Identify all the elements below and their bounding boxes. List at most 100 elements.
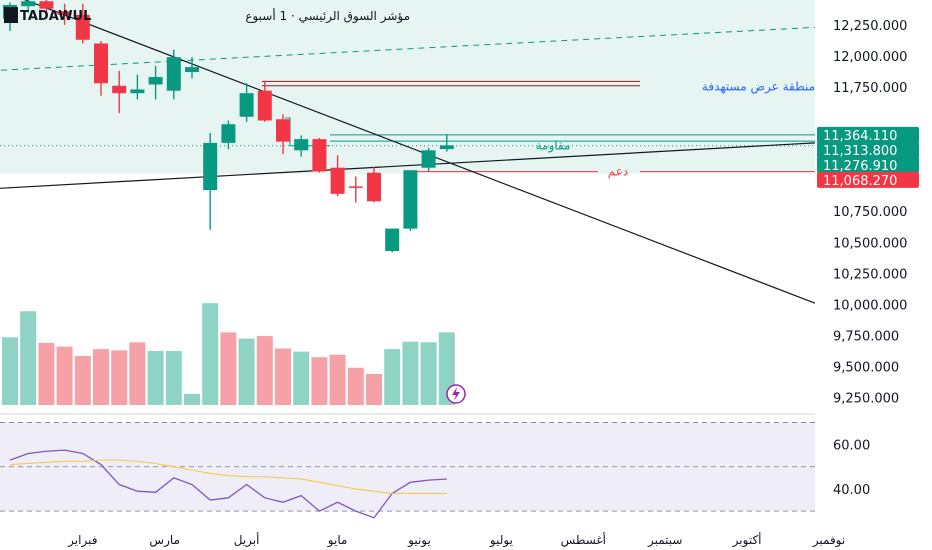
candle-body: [166, 57, 181, 91]
volume-bar: [111, 350, 128, 405]
candle: [112, 70, 127, 114]
candle-body: [203, 142, 218, 191]
rsi-tick-label: 40.00: [833, 483, 870, 498]
candle: [421, 147, 436, 172]
price-tick-label: 9,500.000: [833, 361, 899, 376]
candle: [94, 41, 108, 96]
upper-channel-line: [0, 26, 816, 71]
price-axis[interactable]: 12,250.000 12,000.000 11,750.000 10,750.000…: [833, 19, 907, 498]
price-tick-label: 9,250.000: [833, 392, 899, 407]
volume-bar: [238, 338, 255, 405]
price-tag-label: 11,068.270: [823, 174, 897, 189]
price-tick-label: 10,000.000: [833, 298, 907, 313]
candle: [367, 166, 381, 203]
rsi-tick-label: 60.00: [833, 439, 870, 454]
time-tick-label: أغسطس: [561, 532, 606, 548]
volume-bars: [2, 303, 455, 405]
candle: [385, 228, 400, 253]
time-tick-label: سبتمبر: [647, 533, 682, 548]
resistance-label: مقاومة: [536, 139, 571, 154]
candle-body: [94, 43, 108, 84]
symbol-description: مؤشر السوق الرئيسي · 1 أسبوع: [245, 8, 410, 24]
candle: [257, 80, 272, 122]
candle: [130, 74, 145, 100]
candle-body: [421, 150, 436, 168]
time-tick-label: يوليو: [489, 533, 513, 548]
candle: [185, 57, 199, 79]
channel-fill: [0, 0, 815, 174]
candle-body: [403, 170, 418, 229]
volume-bar: [311, 357, 328, 405]
volume-bar: [347, 367, 364, 405]
trend-lines: [0, 0, 816, 304]
price-tick-label: 10,250.000: [833, 267, 907, 282]
price-tag-bg: [817, 171, 919, 188]
candle: [203, 132, 218, 230]
volume-bar: [93, 349, 109, 405]
volume-bar: [329, 354, 346, 405]
candle: [239, 83, 254, 122]
volume-bar: [366, 373, 382, 405]
candle-body: [294, 139, 309, 151]
volume-bar: [2, 337, 18, 405]
price-tag: 11,364.110: [817, 126, 919, 144]
descending-trendline: [23, 0, 816, 304]
candle-body: [367, 172, 381, 202]
time-tick-label: مايو: [327, 533, 348, 548]
rsi-ma-line: [9, 459, 447, 494]
volume-bar: [20, 311, 37, 405]
candle-body: [39, 1, 54, 9]
candle: [312, 137, 327, 173]
volume-bar: [384, 349, 401, 405]
volume-bar: [184, 393, 200, 405]
price-tick-label: 11,750.000: [833, 81, 907, 96]
supply-zone-label: منطقة عرض مستهدفة: [702, 80, 815, 95]
candle: [221, 120, 236, 150]
volume-bar: [129, 342, 146, 405]
volume-bar: [275, 348, 291, 405]
price-tag: 11,068.270: [817, 171, 919, 189]
price-tag: 11,313.800: [817, 141, 919, 159]
price-tick-label: 9,750.000: [833, 329, 899, 344]
volume-bar: [220, 332, 237, 405]
price-tag-label: 11,364.110: [823, 129, 897, 144]
candle-body: [112, 85, 127, 94]
volume-bar: [420, 342, 437, 405]
candle-body: [130, 89, 145, 94]
candle-body: [257, 90, 272, 121]
price-tag-bg: [817, 156, 919, 173]
candle: [39, 0, 54, 15]
candle: [57, 3, 72, 25]
candle-body: [75, 14, 90, 40]
candle: [276, 114, 290, 155]
level-lines: [0, 80, 815, 173]
price-tag-label: 11,276.910: [823, 159, 897, 174]
volume-bar: [165, 350, 182, 405]
candle-body: [330, 167, 345, 194]
time-tick-label: فبراير: [67, 533, 97, 548]
candle: [294, 135, 309, 157]
candle: [21, 0, 36, 13]
candle-body: [276, 119, 290, 142]
volume-bar: [293, 351, 310, 405]
price-tick-label: 10,750.000: [833, 205, 907, 220]
volume-bar: [56, 346, 73, 405]
candle-body: [439, 145, 454, 150]
price-tick-label: 12,250.000: [833, 19, 907, 34]
time-tick-label: يونيو: [407, 533, 431, 548]
symbol-name: TADAWUL: [20, 9, 91, 24]
time-axis[interactable]: فبراير مارس أبريل مايو يونيو يوليو أغسطس سبتمبر…: [67, 532, 845, 548]
volume-bar: [402, 341, 419, 405]
price-tag-label: 11,313.800: [823, 144, 897, 159]
volume-bar: [38, 342, 55, 405]
time-tick-label: أبريل: [234, 532, 260, 548]
candle: [166, 49, 181, 100]
candle-body: [385, 228, 400, 251]
flash-button[interactable]: [446, 384, 466, 404]
candle-body: [148, 77, 163, 85]
candle: [348, 176, 363, 203]
candle-body: [239, 93, 254, 117]
legend[interactable]: TADAWUL مؤشر السوق الرئيسي · 1 أسبوع: [4, 7, 410, 24]
